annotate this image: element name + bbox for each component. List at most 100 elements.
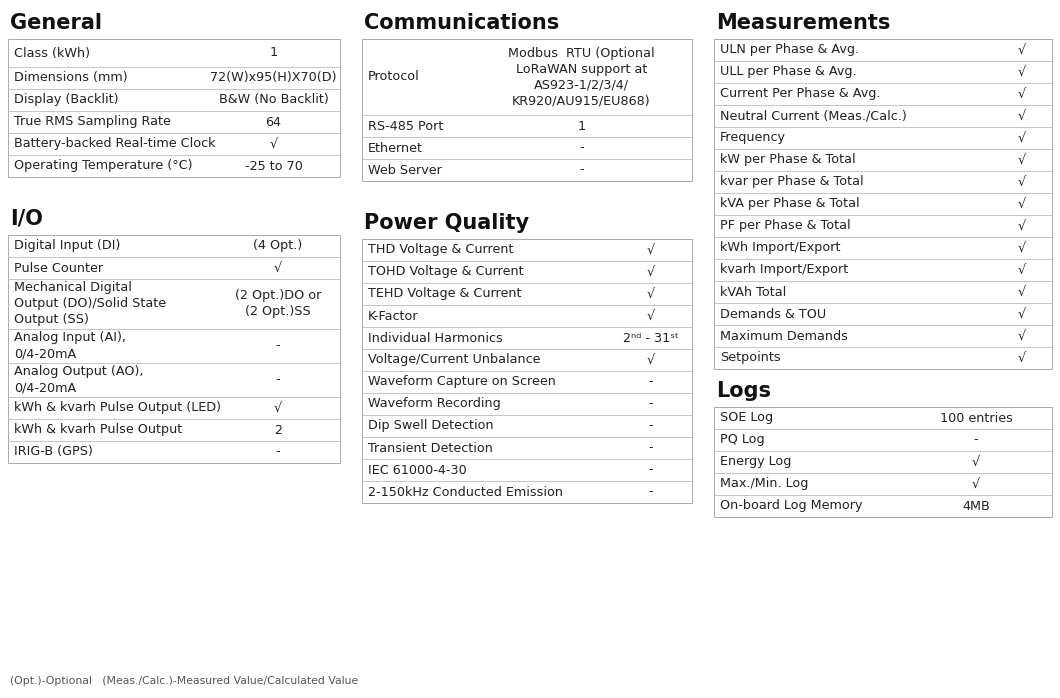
Text: √: √	[1018, 285, 1026, 299]
Text: -: -	[649, 442, 653, 454]
Text: -: -	[649, 376, 653, 389]
Text: Class (kWh): Class (kWh)	[14, 47, 90, 59]
Text: √: √	[1018, 154, 1026, 167]
Text: ULL per Phase & Avg.: ULL per Phase & Avg.	[720, 66, 856, 78]
Text: kvarh Import/Export: kvarh Import/Export	[720, 264, 848, 276]
Bar	[363, 239, 692, 503]
Text: √: √	[1018, 175, 1026, 188]
Bar	[8, 235, 340, 463]
Text: Mechanical Digital
Output (DO)/Solid State
Output (SS): Mechanical Digital Output (DO)/Solid Sta…	[14, 281, 166, 327]
Text: kW per Phase & Total: kW per Phase & Total	[720, 154, 855, 167]
Text: -: -	[579, 163, 584, 177]
Text: Transient Detection: Transient Detection	[368, 442, 493, 454]
Text: Dip Swell Detection: Dip Swell Detection	[368, 419, 494, 433]
Text: Pulse Counter: Pulse Counter	[14, 262, 103, 274]
Text: Analog Input (AI),
0/4-20mA: Analog Input (AI), 0/4-20mA	[14, 332, 126, 360]
Text: √: √	[647, 244, 655, 256]
Text: √: √	[1018, 242, 1026, 255]
Text: √: √	[273, 262, 282, 274]
Text: -: -	[649, 486, 653, 498]
Text: √: √	[1018, 110, 1026, 123]
Text: IRIG-B (GPS): IRIG-B (GPS)	[14, 445, 93, 459]
Text: 1: 1	[269, 47, 278, 59]
Text: √: √	[1018, 264, 1026, 276]
Text: Battery-backed Real-time Clock: Battery-backed Real-time Clock	[14, 138, 215, 151]
Text: Logs: Logs	[716, 381, 771, 401]
Text: √: √	[1018, 198, 1026, 211]
Text: kVA per Phase & Total: kVA per Phase & Total	[720, 198, 860, 211]
Text: Digital Input (DI): Digital Input (DI)	[14, 239, 121, 253]
Text: √: √	[972, 456, 981, 468]
Text: 100 entries: 100 entries	[939, 412, 1012, 424]
Text: -: -	[276, 445, 280, 459]
Text: kWh & kvarh Pulse Output: kWh & kvarh Pulse Output	[14, 424, 182, 436]
Text: √: √	[1018, 87, 1026, 101]
Text: Communications: Communications	[364, 13, 560, 33]
Text: Energy Log: Energy Log	[720, 456, 792, 468]
Text: kWh & kvarh Pulse Output (LED): kWh & kvarh Pulse Output (LED)	[14, 401, 220, 415]
Text: Setpoints: Setpoints	[720, 352, 780, 364]
Text: √: √	[269, 138, 278, 151]
Text: √: √	[1018, 131, 1026, 144]
Text: √: √	[647, 309, 655, 322]
Text: General: General	[10, 13, 102, 33]
Text: √: √	[647, 265, 655, 279]
Text: SOE Log: SOE Log	[720, 412, 773, 424]
Text: 4MB: 4MB	[962, 500, 990, 512]
Text: Voltage/Current Unbalance: Voltage/Current Unbalance	[368, 353, 541, 366]
Text: √: √	[1018, 352, 1026, 364]
Text: True RMS Sampling Rate: True RMS Sampling Rate	[14, 115, 171, 128]
Text: TOHD Voltage & Current: TOHD Voltage & Current	[368, 265, 524, 279]
Text: 72(W)x95(H)X70(D): 72(W)x95(H)X70(D)	[210, 71, 337, 84]
Text: √: √	[273, 401, 282, 415]
Text: kVAh Total: kVAh Total	[720, 285, 787, 299]
Text: Frequency: Frequency	[720, 131, 787, 144]
Text: RS-485 Port: RS-485 Port	[368, 119, 443, 133]
Text: -25 to 70: -25 to 70	[245, 160, 302, 172]
Text: THD Voltage & Current: THD Voltage & Current	[368, 244, 513, 256]
Text: 1: 1	[578, 119, 585, 133]
Text: TEHD Voltage & Current: TEHD Voltage & Current	[368, 288, 522, 301]
Text: Neutral Current (Meas./Calc.): Neutral Current (Meas./Calc.)	[720, 110, 906, 123]
Text: -: -	[649, 397, 653, 410]
Text: -: -	[276, 339, 280, 352]
Text: Analog Output (AO),
0/4-20mA: Analog Output (AO), 0/4-20mA	[14, 366, 143, 394]
Text: Web Server: Web Server	[368, 163, 442, 177]
Bar	[363, 39, 692, 181]
Text: Waveform Recording: Waveform Recording	[368, 397, 500, 410]
Text: (Opt.)-Optional   (Meas./Calc.)-Measured Value/Calculated Value: (Opt.)-Optional (Meas./Calc.)-Measured V…	[10, 676, 358, 686]
Text: √: √	[1018, 219, 1026, 232]
Text: IEC 61000-4-30: IEC 61000-4-30	[368, 463, 466, 477]
Text: Current Per Phase & Avg.: Current Per Phase & Avg.	[720, 87, 881, 101]
Text: PF per Phase & Total: PF per Phase & Total	[720, 219, 850, 232]
Text: -: -	[579, 142, 584, 154]
Text: √: √	[647, 288, 655, 301]
Text: kWh Import/Export: kWh Import/Export	[720, 242, 841, 255]
Text: Protocol: Protocol	[368, 70, 420, 84]
Text: Modbus  RTU (Optional
LoRaWAN support at
AS923-1/2/3/4/
KR920/AU915/EU868): Modbus RTU (Optional LoRaWAN support at …	[508, 47, 655, 107]
Text: Max./Min. Log: Max./Min. Log	[720, 477, 809, 491]
Text: √: √	[972, 477, 981, 491]
Text: Measurements: Measurements	[716, 13, 890, 33]
Text: I/O: I/O	[10, 209, 42, 229]
Text: √: √	[647, 353, 655, 366]
Text: K-Factor: K-Factor	[368, 309, 419, 322]
Bar	[8, 39, 340, 177]
Text: 2-150kHz Conducted Emission: 2-150kHz Conducted Emission	[368, 486, 563, 498]
Text: Power Quality: Power Quality	[364, 213, 529, 233]
Text: Ethernet: Ethernet	[368, 142, 423, 154]
Text: Maximum Demands: Maximum Demands	[720, 329, 848, 343]
Text: Waveform Capture on Screen: Waveform Capture on Screen	[368, 376, 555, 389]
Text: B&W (No Backlit): B&W (No Backlit)	[218, 94, 329, 107]
Text: √: √	[1018, 329, 1026, 343]
Text: √: √	[1018, 43, 1026, 57]
Text: 64: 64	[266, 115, 282, 128]
Text: √: √	[1018, 66, 1026, 78]
Text: -: -	[649, 419, 653, 433]
Text: Individual Harmonics: Individual Harmonics	[368, 332, 502, 345]
Text: (2 Opt.)DO or
(2 Opt.)SS: (2 Opt.)DO or (2 Opt.)SS	[234, 290, 321, 318]
Text: 2: 2	[273, 424, 282, 436]
Text: Operating Temperature (°C): Operating Temperature (°C)	[14, 160, 193, 172]
Text: PQ Log: PQ Log	[720, 433, 764, 447]
Text: ULN per Phase & Avg.: ULN per Phase & Avg.	[720, 43, 859, 57]
